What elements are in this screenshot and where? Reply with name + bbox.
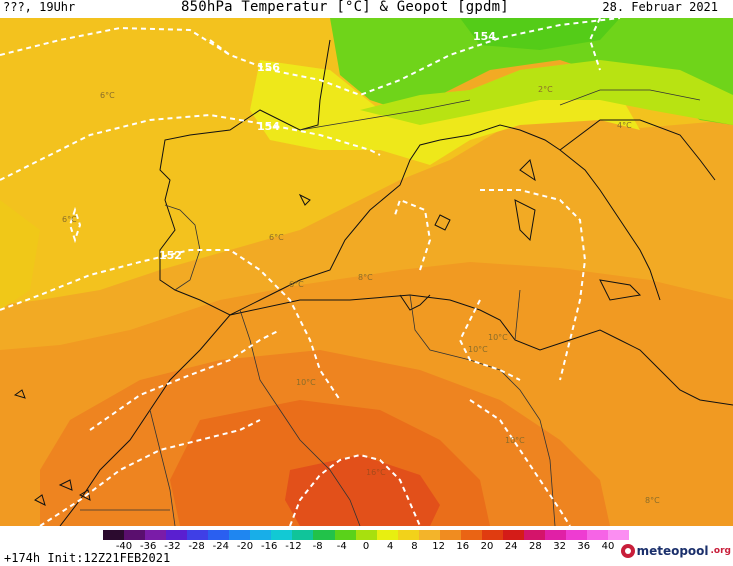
geopot-label: 154 (473, 30, 496, 43)
legend-swatch (439, 530, 461, 540)
legend-tick-label: 36 (577, 541, 591, 552)
temp-label: 8°C (645, 496, 660, 505)
map-header: ???, 19Uhr 850hPa Temperatur [°C] & Geop… (0, 0, 733, 18)
header-date: 28. Februar 2021 (602, 0, 718, 14)
legend-swatch (187, 530, 209, 540)
temperature-color-legend (103, 530, 630, 540)
temp-field-green-bright (460, 18, 620, 50)
legend-swatch (145, 530, 167, 540)
legend-tick-label: -4 (336, 541, 347, 552)
run-info: +174h Init:12Z21FEB2021 (4, 551, 171, 565)
legend-tick-label: 4 (387, 541, 394, 552)
legend-swatch (250, 530, 272, 540)
temp-label: 10°C (505, 436, 525, 445)
temp-label: 6°C (269, 233, 284, 242)
legend-swatch (587, 530, 609, 540)
map-title: 850hPa Temperatur [°C] & Geopot [gpdm] (181, 0, 509, 15)
legend-swatch (502, 530, 524, 540)
map-footer: -40 -36 -32 -28 -24 -20 -16 -12 -8 -4 0 4 8 12 16 20 24 2… (0, 526, 733, 566)
legend-tick-label: 24 (504, 541, 518, 552)
legend-swatch (103, 530, 125, 540)
legend-swatch (208, 530, 230, 540)
legend-swatch (523, 530, 545, 540)
legend-tick-label: -16 (261, 541, 278, 552)
legend-swatch (460, 530, 482, 540)
legend-tick-label: 8 (411, 541, 418, 552)
legend-tick-label: -8 (312, 541, 323, 552)
legend-swatch (608, 530, 630, 540)
temp-label: 6°C (62, 215, 77, 224)
legend-tick-label: -12 (285, 541, 302, 552)
legend-tick-label: 40 (601, 541, 615, 552)
legend-swatch (313, 530, 335, 540)
geopot-label: 156 (257, 61, 280, 74)
legend-swatch (418, 530, 440, 540)
temp-label: 2°C (538, 85, 553, 94)
legend-swatch (271, 530, 293, 540)
legend-tick-label: 32 (553, 541, 566, 552)
legend-tick-label: 16 (456, 541, 470, 552)
legend-tick-label: 28 (529, 541, 542, 552)
geopot-label: 152 (159, 249, 182, 262)
legend-swatch (229, 530, 251, 540)
legend-tick-label: 12 (432, 541, 445, 552)
legend-tick-label: 0 (362, 541, 370, 552)
header-valid-time: ???, 19Uhr (3, 0, 76, 14)
legend-tick-label: -36 (140, 541, 157, 552)
legend-swatch (376, 530, 398, 540)
temp-label: 8°C (358, 273, 373, 282)
temp-label: 10°C (296, 378, 316, 387)
legend-tick-label: 20 (480, 541, 494, 552)
temp-label: 6°C (100, 91, 115, 100)
legend-swatch (124, 530, 146, 540)
brand-tld: .org (710, 546, 731, 556)
legend-swatch (481, 530, 503, 540)
temp-field-lime (360, 60, 733, 125)
coastlines (59, 39, 733, 526)
legend-swatch (355, 530, 377, 540)
legend-swatch (397, 530, 419, 540)
legend-tick-label: -28 (188, 541, 205, 552)
meteopool-logo-icon (620, 544, 635, 558)
legend-swatch (334, 530, 356, 540)
legend-tick-label: -20 (236, 541, 254, 552)
canary-islands (13, 389, 91, 506)
temp-field-west-yellow (0, 200, 40, 310)
legend-swatch (566, 530, 588, 540)
legend-tick-label: -24 (212, 541, 229, 552)
geopot-isolines (0, 18, 621, 526)
legend-swatch (166, 530, 188, 540)
legend-tick-label: -40 (115, 541, 133, 552)
temp-label: 6°C (289, 280, 304, 289)
legend-swatch (292, 530, 314, 540)
brand-name: meteopool (636, 544, 709, 558)
legend-tick-label: -32 (164, 541, 181, 552)
geopot-label: 154 (257, 120, 280, 133)
legend-tick-labels: -40 -36 -32 -28 -24 -20 -16 -12 -8 -4 0 4 8 12 16 20 24 2… (103, 541, 629, 555)
weather-map: 154 156 154 152 6°C 2°C 4°C 6°C 6°C 6°C … (0, 18, 733, 526)
temp-label: 16°C (366, 468, 386, 477)
legend-swatch (544, 530, 567, 540)
temp-label: 10°C (488, 333, 508, 342)
meteopool-logo[interactable]: meteopool .org (620, 544, 731, 558)
temp-label: 4°C (617, 121, 632, 130)
temp-label: 10°C (468, 345, 488, 354)
